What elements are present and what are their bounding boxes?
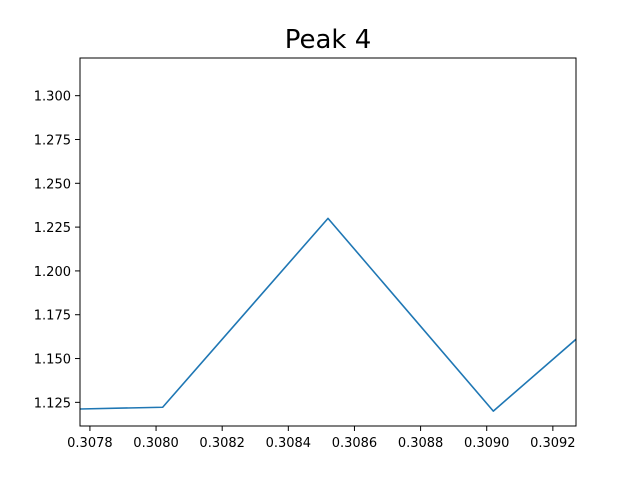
x-tick-label: 0.3088 [398, 436, 444, 451]
x-tick-label: 0.3092 [530, 436, 576, 451]
series-line-0 [80, 217, 576, 412]
x-tick-label: 0.3090 [464, 436, 510, 451]
x-tick-label: 0.3078 [67, 436, 113, 451]
y-tick-label: 1.225 [34, 221, 71, 236]
x-tick-label: 0.3086 [332, 436, 378, 451]
y-tick-label: 1.175 [34, 309, 71, 324]
x-tick-label: 0.3082 [199, 436, 245, 451]
y-tick-label: 1.125 [34, 396, 71, 411]
chart-title: Peak 4 [285, 25, 372, 55]
y-tick-label: 1.300 [34, 90, 71, 105]
x-tick-label: 0.3080 [133, 436, 179, 451]
series-layer [80, 217, 576, 412]
y-tick-label: 1.250 [34, 177, 71, 192]
y-tick-label: 1.275 [34, 133, 71, 148]
y-axis: 1.125 1.150 1.175 1.200 1.225 1.250 1.275 1.300 [34, 90, 80, 411]
y-tick-label: 1.150 [34, 353, 71, 368]
x-axis: 0.3078 0.3080 0.3082 0.3084 0.3086 0.3088 0.30… [67, 426, 576, 451]
plot-frame [79, 57, 577, 427]
y-tick-label: 1.200 [34, 265, 71, 280]
x-tick-label: 0.3084 [266, 436, 312, 451]
